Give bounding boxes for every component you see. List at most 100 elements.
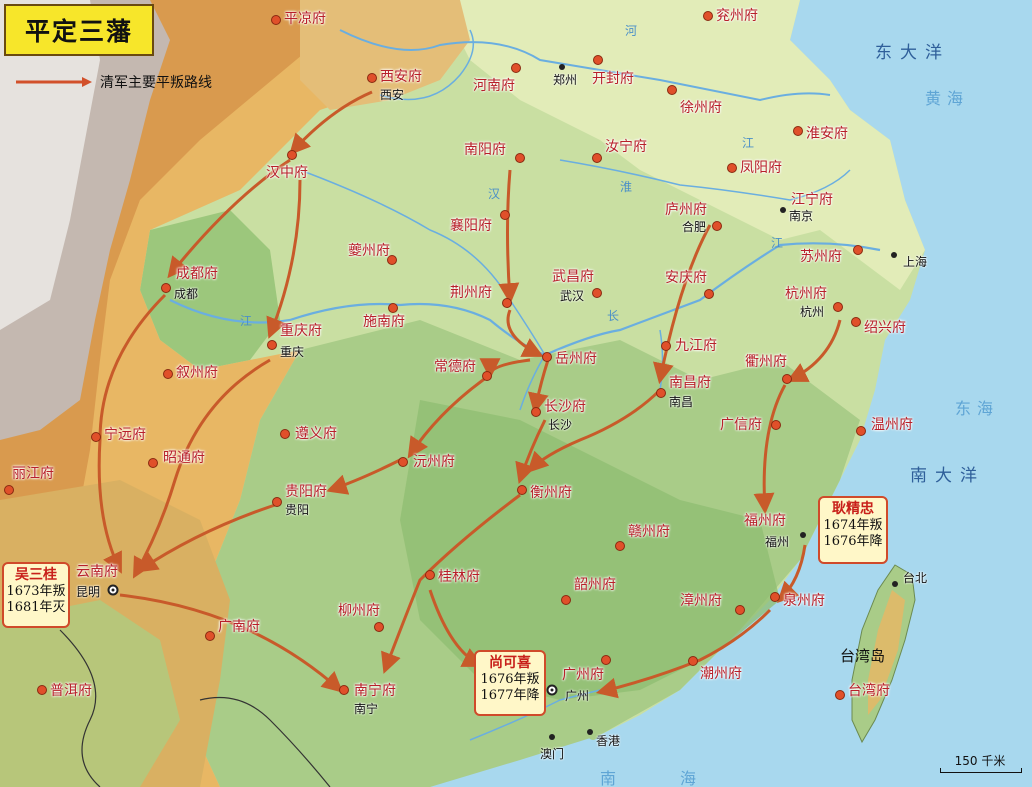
city-nanning: 南宁 [354,702,379,716]
prefecture-xuzhou2: 叙州府 [176,365,218,381]
sea-label-south-sea-1: 南 [600,769,623,787]
rebel-start: 1674年叛 [823,518,883,533]
city-shanghai: 上海 [903,255,928,269]
sea-label-south-sea-2: 海 [680,769,703,787]
prefecture-liuzhou: 柳州府 [338,603,380,619]
prefecture-fuzhou: 福州府 [744,513,786,529]
prefecture-zhangzhou: 漳州府 [680,593,722,609]
prefecture-shaoxing: 绍兴府 [864,320,906,336]
prefecture-ganzhou: 赣州府 [628,524,670,540]
prefecture-changsha: 长沙府 [544,399,586,415]
prefecture-huaian: 淮安府 [806,126,848,142]
prefecture-guiyang: 贵阳府 [285,484,327,500]
route-arrow-icon [16,77,92,87]
prefecture-suzhou: 苏州府 [800,249,842,265]
prefecture-shinan: 施南府 [363,314,405,330]
city-zhengzhou: 郑州 [553,73,578,87]
city-chongqing: 重庆 [280,345,305,359]
prefecture-hanzhong: 汉中府 [266,165,308,181]
city-hongkong: 香港 [596,734,621,748]
prefecture-guangzhou: 广州府 [562,667,604,683]
prefecture-xiangyang: 襄阳府 [450,218,492,234]
river-label-huai: 淮 [620,180,633,194]
city-kunming: 昆明 [76,585,101,599]
rebel-end: 1676年降 [823,534,883,549]
prefecture-changde: 常德府 [434,359,476,375]
prefecture-guilin: 桂林府 [438,569,480,585]
prefecture-quzhou: 衢州府 [745,354,787,370]
city-xian: 西安 [380,88,405,102]
rebel-name: 吴三桂 [15,567,57,583]
prefecture-runing: 汝宁府 [605,139,647,155]
city-hefei: 合肥 [682,220,707,234]
prefecture-wenzhou: 温州府 [871,417,913,433]
yellow-river [339,29,831,102]
prefecture-xian: 西安府 [380,69,422,85]
prefecture-puer: 普洱府 [50,683,92,699]
city-chengdu: 成都 [174,287,199,301]
prefecture-yunnan: 云南府 [76,564,118,580]
prefecture-anqing: 安庆府 [665,270,707,286]
prefecture-jiujiang: 九江府 [675,338,717,354]
rebel-end: 1677年降 [480,688,540,703]
scale-label: 150 千米 [954,754,1006,768]
prefecture-chaozhou: 潮州府 [700,666,742,682]
prefecture-yanzhou: 兖州府 [716,8,758,24]
sea-label-yellow-sea: 黄海 [925,89,970,108]
prefecture-hengzhou: 衡州府 [530,485,572,501]
sea-label-east-ocean: 东大洋 [875,43,950,63]
prefecture-henan: 河南府 [473,78,515,94]
prefecture-chengdu: 成都府 [176,266,218,282]
river-label-jiang-1: 江 [742,136,755,150]
city-hangzhou: 杭州 [800,305,825,319]
prefecture-guangxin: 广信府 [720,417,762,433]
prefecture-hangzhou: 杭州府 [785,286,827,302]
river-label-he: 河 [625,24,638,38]
rebel-start: 1673年叛 [6,584,66,599]
prefecture-kuizhou: 夔州府 [348,243,390,259]
city-nanchang: 南昌 [669,395,694,409]
sea-label-east-sea: 东海 [955,399,1000,418]
city-macau: 澳门 [540,747,565,761]
prefecture-zunyi: 遵义府 [295,426,337,442]
river-label-jiang-2: 江 [771,236,784,250]
river-label-han: 汉 [488,187,501,201]
prefecture-lijiang: 丽江府 [12,466,54,482]
huai-river [559,159,851,201]
sea-label-south-ocean: 南大洋 [910,466,985,486]
city-changsha: 长沙 [548,418,573,432]
han-river [299,169,546,356]
river-label-jiang-3: 江 [240,314,253,328]
prefecture-yuanzhou: 沅州府 [413,454,455,470]
legend-label: 清军主要平叛路线 [100,75,212,91]
city-guangzhou: 广州 [565,689,590,703]
prefecture-shaozhou: 韶州府 [574,577,616,593]
city-wuhan: 武汉 [560,289,585,303]
prefecture-ningyuan: 宁远府 [104,427,146,443]
prefecture-pingliang: 平凉府 [284,11,326,27]
prefecture-nanning: 南宁府 [354,683,396,699]
rebel-box-wu-sangui: 吴三桂 1673年叛 1681年灭 [2,562,70,628]
island-label-taiwan: 台湾岛 [840,647,886,665]
prefecture-fengyang: 凤阳府 [740,160,782,176]
prefecture-xuzhou: 徐州府 [680,100,722,116]
prefecture-chongqing: 重庆府 [280,323,322,339]
prefecture-zhaotong: 昭通府 [163,450,205,466]
city-guiyang: 贵阳 [285,503,310,517]
rebel-start: 1676年叛 [480,672,540,687]
legend: 清军主要平叛路线 [14,72,212,92]
prefecture-kaifeng: 开封府 [592,71,634,87]
city-taipei: 台北 [903,571,928,585]
prefecture-nanchang: 南昌府 [669,375,711,391]
prefecture-yuezhou: 岳州府 [555,351,597,367]
prefecture-quanzhou: 泉州府 [783,593,825,609]
rebel-end: 1681年灭 [6,600,66,615]
river-label-chang: 长 [607,309,620,323]
rebel-name: 耿精忠 [832,501,874,517]
city-fuzhou: 福州 [765,535,790,549]
prefecture-nanyang: 南阳府 [464,142,506,158]
rebel-box-geng-jingzhong: 耿精忠 1674年叛 1676年降 [818,496,888,564]
rebel-name: 尚可喜 [489,655,531,671]
prefecture-guangnan: 广南府 [218,619,260,635]
